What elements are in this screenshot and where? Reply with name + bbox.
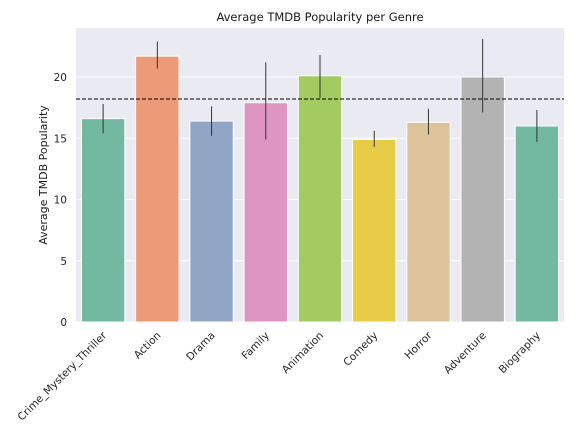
y-tick-label: 10 bbox=[54, 195, 67, 207]
x-tick-label: Crime_Mystery_Thriller bbox=[16, 329, 110, 423]
y-tick-label: 0 bbox=[60, 317, 67, 329]
x-tick-label: Biography bbox=[497, 330, 543, 376]
bar-crime_mystery_thriller bbox=[80, 118, 126, 323]
y-axis-label: Average TMDB Popularity bbox=[37, 105, 50, 245]
y-tick-labels: 0 5 10 15 20 bbox=[54, 72, 67, 329]
x-tick-label: Action bbox=[132, 330, 164, 362]
bar-action bbox=[135, 55, 180, 323]
bar-comedy bbox=[352, 138, 397, 323]
x-tick-label: Animation bbox=[280, 330, 326, 376]
x-tick-label: Adventure bbox=[442, 330, 489, 377]
x-tick-labels: Crime_Mystery_Thriller Action Drama Family A… bbox=[16, 329, 543, 423]
bars bbox=[80, 55, 560, 323]
x-tick-label: Horror bbox=[403, 329, 436, 362]
bar-animation bbox=[297, 75, 343, 323]
bar-family bbox=[243, 102, 288, 323]
y-tick-label: 15 bbox=[54, 133, 67, 145]
bar-drama bbox=[189, 120, 234, 323]
y-tick-label: 20 bbox=[54, 72, 67, 84]
x-tick-label: Comedy bbox=[341, 330, 380, 369]
bar-biography bbox=[514, 125, 560, 323]
x-tick-label: Family bbox=[240, 330, 272, 362]
bar-adventure bbox=[460, 76, 505, 323]
y-tick-label: 5 bbox=[60, 256, 67, 268]
chart-title: Average TMDB Popularity per Genre bbox=[216, 10, 423, 24]
bar-horror bbox=[406, 121, 451, 323]
x-tick-label: Drama bbox=[184, 330, 218, 364]
error-bars bbox=[102, 39, 538, 147]
